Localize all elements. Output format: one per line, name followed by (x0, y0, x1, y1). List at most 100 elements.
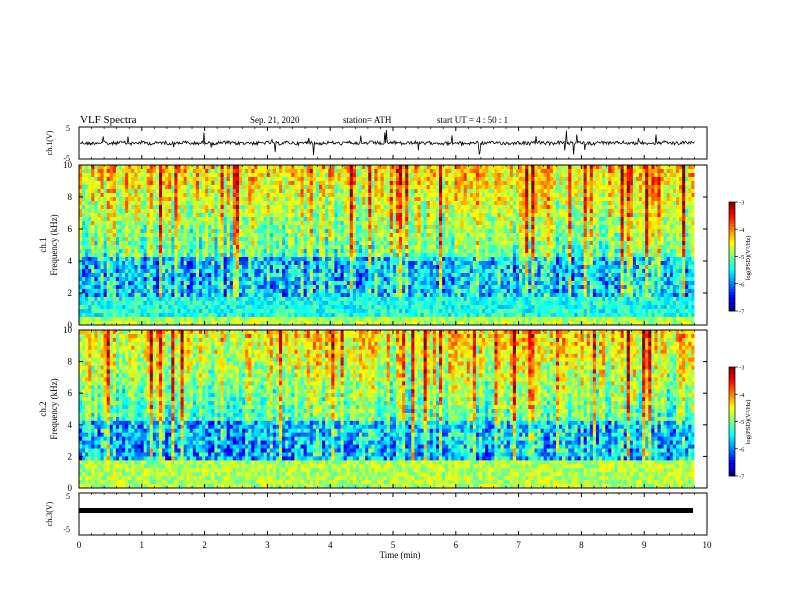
spectrogram-cell (248, 305, 252, 310)
spectrogram-cell (349, 237, 354, 242)
spectrogram-cell (131, 237, 135, 242)
spectrogram-cell (79, 261, 83, 266)
spectrogram-cell (411, 181, 415, 186)
spectrogram-cell (355, 233, 360, 238)
spectrogram-cell (208, 249, 212, 254)
spectrogram-cell (417, 217, 421, 222)
spectrogram-cell (362, 269, 366, 274)
spectrogram-cell (217, 185, 221, 190)
spectrogram-cell (389, 201, 394, 206)
spectrogram-cell (115, 229, 120, 234)
spectrogram-cell (451, 225, 455, 230)
spectrogram-cell (392, 189, 397, 194)
spectrogram-cell (457, 253, 461, 258)
spectrogram-cell (100, 229, 105, 234)
spectrogram-cell (112, 181, 117, 186)
spectrogram-cell (180, 225, 185, 230)
spectrogram-cell (183, 217, 188, 222)
spectrogram-cell (377, 221, 381, 226)
spectrogram-cell (359, 193, 363, 198)
spectrogram-cell (365, 205, 369, 210)
spectrogram-cell (88, 181, 92, 186)
spectrogram-cell (245, 293, 249, 298)
spectrogram-cell (254, 185, 258, 190)
spectrogram-cell (395, 237, 400, 242)
spectrogram-cell (211, 173, 215, 178)
spectrogram-cell (445, 173, 449, 178)
spectrogram-cell (402, 297, 406, 302)
spectrogram-cell (275, 301, 280, 306)
spectrogram-cell (334, 285, 338, 290)
spectrogram-cell (159, 193, 163, 198)
spectrogram-cell (189, 321, 194, 326)
spectrogram-cell (149, 313, 154, 318)
spectrogram-cell (269, 225, 274, 230)
spectrogram-cell (322, 189, 326, 194)
spectrogram-cell (260, 213, 265, 218)
spectrogram-cell (159, 237, 163, 242)
spectrogram-cell (251, 221, 255, 226)
spectrogram-cell (115, 185, 120, 190)
spectrogram-cell (399, 233, 403, 238)
spectrogram-cell (208, 233, 212, 238)
spectrogram-cell (352, 193, 357, 198)
spectrogram-cell (183, 193, 188, 198)
spectrogram-cell (140, 181, 145, 186)
spectrogram-cell (140, 269, 145, 274)
spectrogram-cell (140, 289, 145, 294)
spectrogram-cell (392, 253, 397, 258)
spectrogram-cell (109, 229, 114, 234)
spectrogram-cell (429, 181, 434, 186)
spectrogram-cell (205, 165, 209, 170)
spectrogram-cell (242, 317, 246, 322)
spectrogram-cell (460, 165, 465, 170)
spectrogram-cell (346, 193, 351, 198)
spectrogram-cell (232, 305, 237, 310)
spectrogram-cell (417, 257, 421, 262)
spectrogram-cell (239, 249, 243, 254)
spectrogram-cell (177, 221, 181, 226)
spectrogram-cell (140, 297, 145, 302)
spectrogram-cell (208, 209, 212, 214)
spectrogram-cell (125, 213, 129, 218)
spectrogram-cell (248, 201, 252, 206)
spectrogram-cell (146, 293, 151, 298)
spectrogram-cell (168, 245, 172, 250)
spectrogram-cell (266, 177, 271, 182)
spectrogram-cell (168, 173, 172, 178)
spectrogram-cell (315, 273, 320, 278)
spectrogram-cell (226, 285, 231, 290)
spectrogram-cell (103, 273, 108, 278)
spectrogram-cell (417, 241, 421, 246)
spectrogram-cell (288, 245, 292, 250)
spectrogram-cell (294, 301, 298, 306)
spectrogram-cell (220, 265, 225, 270)
spectrogram-cell (383, 181, 388, 186)
spectrogram-cell (282, 197, 286, 202)
spectrogram-cell (189, 201, 194, 206)
spectrogram-cell (328, 189, 332, 194)
spectrogram-cell (159, 173, 163, 178)
spectrogram-cell (97, 229, 101, 234)
spectrogram-cell (395, 221, 400, 226)
spectrogram-cell (146, 245, 151, 250)
spectrogram-cell (325, 257, 329, 262)
spectrogram-cell (152, 277, 157, 282)
spectrogram-cell (125, 241, 129, 246)
spectrogram-cell (174, 229, 178, 234)
spectrogram-cell (168, 321, 172, 326)
spectrogram-cell (309, 189, 314, 194)
spectrogram-cell (119, 313, 123, 318)
spectrogram-cell (245, 229, 249, 234)
spectrogram-cell (319, 217, 323, 222)
spectrogram-cell (297, 197, 301, 202)
spectrogram-cell (162, 313, 166, 318)
spectrogram-cell (312, 297, 317, 302)
spectrogram-cell (143, 177, 148, 182)
spectrogram-cell (451, 257, 455, 262)
spectrogram-cell (275, 293, 280, 298)
spectrogram-cell (435, 229, 440, 234)
spectrogram-cell (340, 273, 345, 278)
spectrogram-cell (439, 217, 443, 222)
spectrogram-cell (165, 293, 169, 298)
